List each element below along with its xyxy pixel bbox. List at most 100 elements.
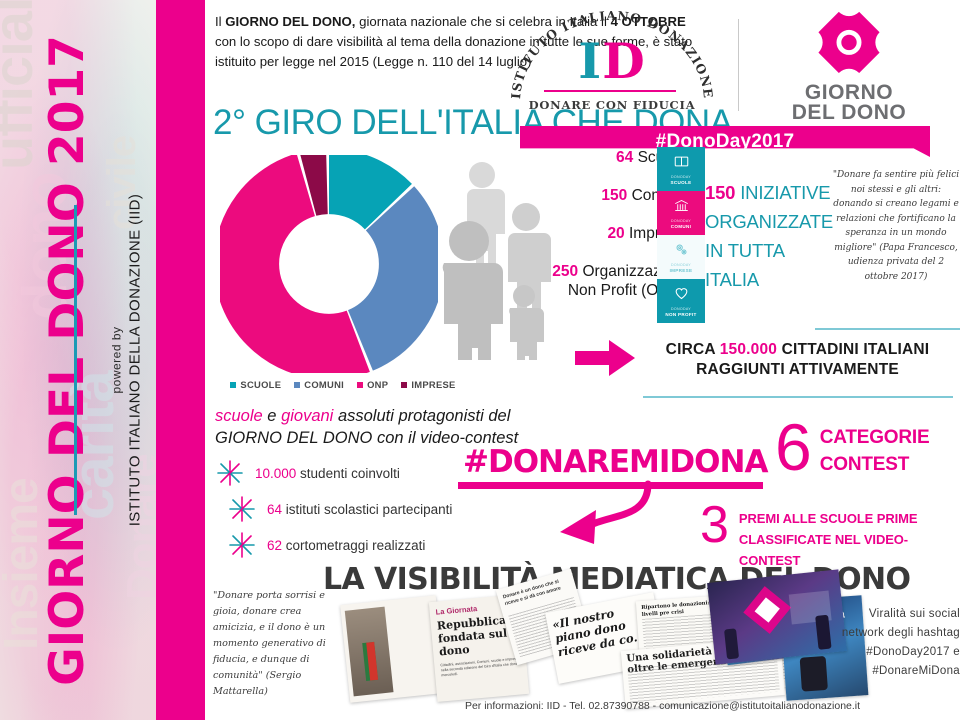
list-item: 10.000 studenti coinvolti — [217, 455, 527, 491]
premi-number: 3 — [700, 496, 729, 554]
iid-tagline: DONARE CON FIDUCIA — [528, 98, 696, 112]
asterisk-icon — [229, 496, 255, 522]
rail-title-text: GIORNO DEL DONO 2017 — [39, 34, 95, 686]
bullet-text: istituti scolastici partecipanti — [282, 501, 453, 517]
badge-label: COMUNI — [670, 223, 692, 229]
scuole-line-2: GIORNO DEL DONO con il video-contest — [215, 429, 519, 447]
iid-monogram: ID — [498, 32, 726, 90]
premi-label-1: PREMI ALLE SCUOLE PRIME — [738, 511, 918, 526]
iid-logo: ISTITUTO ITALIANO DONAZIONE ID DONARE CO… — [498, 6, 726, 124]
iniziative-block: 150 INIZIATIVE ORGANIZZATE IN TUTTA ITAL… — [705, 178, 835, 294]
scuole-word: scuole — [215, 407, 263, 425]
legend-item: SCUOLE — [230, 379, 281, 390]
divider-rule — [815, 328, 960, 330]
chart-legend: SCUOLE COMUNI ONP IMPRESE — [224, 379, 462, 390]
main-content: Il GIORNO DEL DONO, giornata nazionale c… — [205, 0, 960, 720]
circa-post: CITTADINI ITALIANI — [777, 341, 930, 358]
iniziative-line-3: IN TUTTA ITALIA — [705, 240, 784, 290]
badge-kicker: DONODAY — [670, 174, 691, 179]
legend-swatch — [230, 381, 237, 388]
legend-label: COMUNI — [304, 379, 345, 390]
badge-kicker: DONODAY — [670, 262, 691, 267]
gears-icon — [674, 242, 689, 262]
badge-kicker: DONODAY — [670, 218, 691, 223]
intro-bold-giorno: GIORNO DEL DONO, — [225, 14, 356, 29]
people-silhouettes-icon — [442, 162, 551, 360]
intro-paragraph: Il GIORNO DEL DONO, giornata nazionale c… — [215, 12, 695, 72]
donut-slice-comuni — [213, 148, 445, 380]
badge-non-profit: DONODAY NON PROFIT — [657, 279, 705, 323]
stat-number: 20 — [607, 225, 625, 242]
circa-block: CIRCA 150.000 CITTADINI ITALIANI RAGGIUN… — [635, 340, 960, 380]
bullet-text: cortometraggi realizzati — [282, 537, 426, 553]
clipping-kicker: La Giornata — [435, 604, 478, 617]
list-item: 62 cortometraggi realizzati — [217, 527, 527, 563]
rail-divider — [74, 205, 77, 515]
giovani-word: giovani — [281, 407, 334, 425]
viralita-text: Viralità sui social network degli hashta… — [841, 608, 960, 677]
book-icon — [674, 154, 689, 174]
legend-swatch — [294, 381, 301, 388]
legend-item: IMPRESE — [401, 379, 455, 390]
stat-label-2: Non Profit (ONP) — [567, 282, 685, 299]
bullet-number: 10.000 — [255, 465, 297, 481]
logo-block: ISTITUTO ITALIANO DONAZIONE ID DONARE CO… — [498, 4, 950, 164]
categorie-number: 6 — [775, 410, 812, 484]
iniziative-number: 150 — [705, 182, 736, 203]
bullet-number: 64 — [267, 501, 283, 517]
bullet-text: studenti coinvolti — [296, 465, 400, 481]
list-item: 64 istituti scolastici partecipanti — [217, 491, 527, 527]
iid-letter-i: I — [578, 32, 603, 90]
legend-label: SCUOLE — [240, 379, 282, 390]
mattarella-quote: "Donare porta sorrisi e gioia, donare cr… — [213, 590, 326, 697]
badge-label: IMPRESE — [669, 267, 693, 273]
donut-slice-scuole — [213, 148, 445, 380]
iid-arc-text: ISTITUTO ITALIANO DONAZIONE — [508, 10, 715, 100]
donut-slice-onp — [213, 148, 445, 380]
circa-pre: CIRCA — [665, 341, 720, 358]
heart-icon — [674, 286, 689, 306]
left-rail-background: ufficiale dono carità civile Donare Insi… — [0, 0, 156, 720]
legend-swatch — [401, 381, 408, 388]
divider-rule — [643, 396, 953, 398]
bullet-list: 10.000 studenti coinvolti 64 istituti sc… — [217, 455, 527, 563]
legend-item: ONP — [357, 379, 388, 390]
badge-scuole: DONODAY SCUOLE — [657, 147, 705, 191]
categorie-label-2: CONTEST — [819, 454, 910, 475]
badge-label: SCUOLE — [670, 179, 692, 185]
categorie-label-1: CATEGORIE — [819, 427, 930, 448]
premi-label-2: CLASSIFICATE NEL VIDEO-CONTEST — [738, 532, 909, 568]
pink-accent-bar — [156, 0, 205, 720]
iid-letter-d: D — [602, 32, 646, 90]
diamond-flower-icon — [810, 4, 888, 81]
category-badges: DONODAY SCUOLE DONODAY COMUNI DONODAY IMPRESE… — [657, 147, 705, 323]
iniziative-line-2: ORGANIZZATE — [705, 211, 833, 232]
scuole-giovani-line: scuole e giovani assoluti protagonisti d… — [215, 405, 535, 449]
intro-part-1: Il — [215, 14, 226, 29]
legend-label: ONP — [367, 379, 389, 390]
stat-number: 150 — [601, 187, 628, 204]
gdd-line-1: GIORNO — [804, 80, 894, 104]
circa-line-2: RAGGIUNTI ATTIVAMENTE — [696, 361, 899, 378]
iniziative-word: INIZIATIVE — [740, 182, 831, 203]
intro-part-3: con lo scopo di dare visibilità al tema … — [215, 34, 693, 69]
giorno-del-dono-logo: GIORNO DEL DONO — [751, 4, 947, 124]
stat-number: 64 — [616, 149, 634, 166]
curved-arrow-icon — [560, 480, 652, 544]
rail-subtitle-block: powered by ISTITUTO ITALIANO DELLA DONAZ… — [96, 0, 156, 720]
asterisk-icon — [229, 532, 255, 558]
badge-label: NON PROFIT — [665, 311, 697, 317]
circa-number: 150.000 — [719, 341, 778, 358]
donut-chart: SCUOLE COMUNI ONP IMPRESE — [213, 148, 462, 405]
intro-part-2: giornata nazionale che si celebra in Ita… — [355, 14, 611, 29]
badge-comuni: DONODAY COMUNI — [657, 191, 705, 235]
bullet-number: 62 — [267, 537, 283, 553]
scuole-mid: e — [262, 407, 282, 425]
hashtag-donaremidona: #DONAREMIDONA — [463, 444, 768, 480]
building-icon — [674, 198, 689, 218]
premi-block: 3 PREMI ALLE SCUOLE PRIME CLASSIFICATE N… — [700, 496, 960, 571]
legend-label: IMPRESE — [411, 379, 456, 390]
arrow-right-icon — [575, 340, 635, 376]
legend-swatch — [357, 381, 364, 388]
clipping-body: Cittadini, associazioni, Comuni, scuole … — [440, 656, 519, 678]
